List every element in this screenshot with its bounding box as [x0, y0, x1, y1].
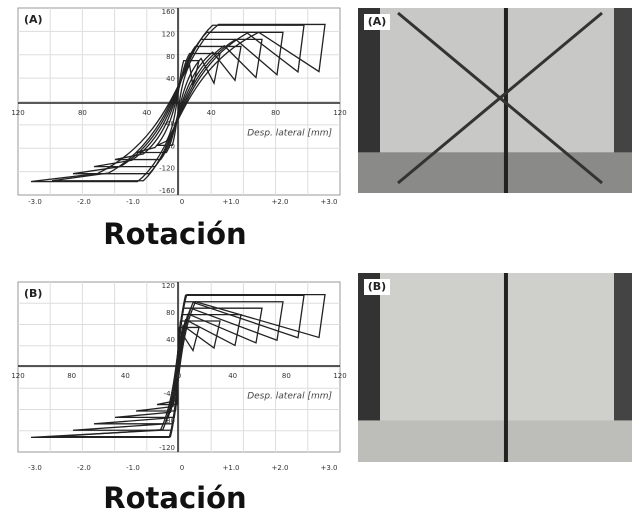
- y-tick-label: 120: [162, 30, 175, 38]
- y-tick-label: -160: [159, 187, 175, 195]
- rotation-tick-label: 0: [180, 198, 184, 206]
- y-tick-label: -40: [164, 120, 175, 128]
- x-tick-label: 40: [228, 372, 237, 380]
- y-tick-label: 40: [166, 336, 175, 344]
- x-tick-label: 80: [282, 372, 291, 380]
- caption: Rotación: [103, 217, 246, 251]
- y-tick-label: -40: [164, 390, 175, 398]
- figure: (A) 160 120 80 40 -40 -80 -120 -160 120 80 40 40 80 12…: [0, 0, 639, 519]
- y-tick-label: 40: [166, 75, 175, 83]
- y-tick-label: 120: [162, 282, 175, 290]
- rotation-tick-label: -3.0: [28, 198, 42, 206]
- rotation-tick-label: -2.0: [77, 198, 91, 206]
- photo-label: (A): [368, 15, 387, 28]
- x-tick-label: 40: [142, 109, 151, 117]
- x-axis-label: Desp. lateral [mm]: [247, 392, 332, 402]
- rotation-tick-label: +3.0: [321, 198, 338, 206]
- y-tick-label: -80: [164, 142, 175, 150]
- x-tick-label: 120: [333, 109, 346, 117]
- rotation-tick-label: -1.0: [126, 198, 140, 206]
- rotation-tick-label: +1.0: [223, 198, 240, 206]
- y-tick-label: -120: [159, 444, 175, 452]
- x-tick-label: 80: [271, 109, 280, 117]
- y-tick-label: 80: [166, 309, 175, 317]
- x-tick-label: 0: [177, 372, 181, 380]
- panel-label: (A): [24, 13, 43, 26]
- rotation-tick-label: +2.0: [272, 464, 289, 472]
- x-tick-label: 80: [67, 372, 76, 380]
- y-tick-label: 80: [166, 53, 175, 61]
- rotation-tick-label: +3.0: [321, 464, 338, 472]
- rotation-tick-label: -1.0: [126, 464, 140, 472]
- rotation-tick-label: +1.0: [223, 464, 240, 472]
- y-tick-label: -120: [159, 165, 175, 173]
- rotation-tick-label: +2.0: [272, 198, 289, 206]
- x-tick-label: 40: [207, 109, 216, 117]
- photo-label: (B): [368, 280, 386, 293]
- x-tick-label: 80: [78, 109, 87, 117]
- x-tick-label: 40: [121, 372, 130, 380]
- photo-base: [358, 420, 632, 462]
- caption: Rotación: [103, 481, 246, 515]
- panel-label: (B): [24, 287, 42, 300]
- x-tick-label: 120: [11, 109, 24, 117]
- x-axis-label: Desp. lateral [mm]: [247, 129, 332, 139]
- rotation-tick-label: 0: [180, 464, 184, 472]
- y-tick-label: -80: [164, 417, 175, 425]
- x-tick-label: 120: [333, 372, 346, 380]
- rotation-tick-label: -2.0: [77, 464, 91, 472]
- y-tick-label: 160: [162, 8, 175, 16]
- x-tick-label: 120: [11, 372, 24, 380]
- rotation-tick-label: -3.0: [28, 464, 42, 472]
